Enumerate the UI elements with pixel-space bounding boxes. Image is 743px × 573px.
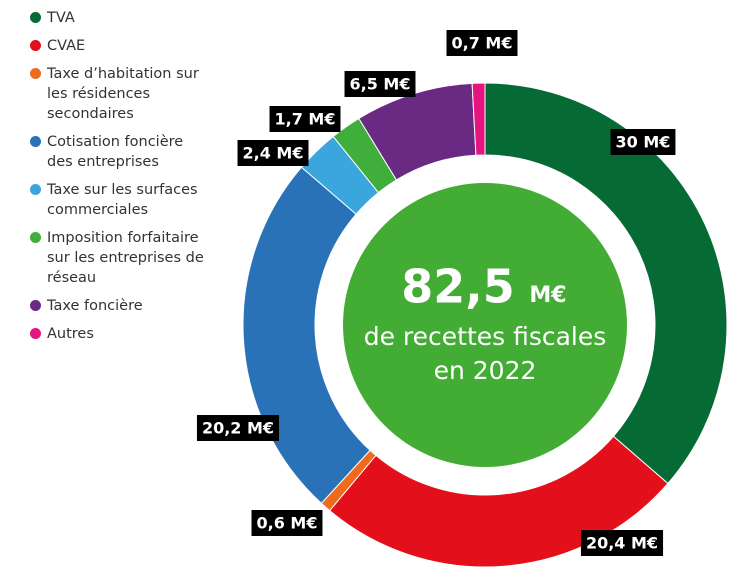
value-label-bg (251, 510, 323, 536)
legend-item: Imposition forfaitaire sur les entrepris… (30, 228, 220, 288)
legend-label: Imposition forfaitaire sur les entrepris… (47, 230, 204, 286)
value-label-bg (196, 415, 280, 441)
center-circle (343, 183, 627, 467)
legend-item: Taxe d’habitation sur les résidences sec… (30, 64, 220, 124)
legend-swatch (30, 232, 41, 243)
value-label-bg (610, 129, 676, 155)
value-label-text: 20,2 M€ (202, 419, 274, 438)
value-label-text: 0,7 M€ (452, 34, 513, 53)
value-label-text: 2,4 M€ (243, 144, 304, 163)
value-label-bg (446, 30, 518, 56)
legend-label: Cotisation foncière des entreprises (47, 134, 184, 170)
value-label: 0,6 M€ (251, 510, 323, 536)
legend-item: Cotisation foncière des entreprises (30, 132, 220, 172)
value-label: 6,5 M€ (344, 71, 416, 97)
value-label-text: 6,5 M€ (350, 75, 411, 94)
center-line: de recettes fiscales (364, 322, 607, 351)
legend-item: Taxe foncière (30, 296, 220, 316)
center-value: 82,5 (401, 260, 515, 314)
value-label-bg (344, 71, 416, 97)
legend: TVA CVAE Taxe d’habitation sur les résiden… (30, 8, 220, 352)
legend-swatch (30, 12, 41, 23)
value-label: 2,4 M€ (237, 140, 309, 166)
value-label-bg (237, 140, 309, 166)
legend-item: TVA (30, 8, 220, 28)
center-unit: M€ (529, 283, 566, 308)
value-label-text: 30 M€ (616, 133, 671, 152)
value-label: 20,2 M€ (196, 415, 280, 441)
value-label: 1,7 M€ (269, 106, 341, 132)
legend-label: Taxe d’habitation sur les résidences sec… (47, 66, 199, 122)
donut-segment (471, 82, 486, 156)
value-label: 30 M€ (610, 129, 676, 155)
value-label: 20,4 M€ (580, 530, 664, 556)
legend-label: CVAE (47, 38, 86, 54)
legend-item: Taxe sur les surfaces commerciales (30, 180, 220, 220)
legend-label: TVA (47, 10, 75, 26)
value-label-bg (580, 530, 664, 556)
value-label-text: 20,4 M€ (586, 534, 658, 553)
legend-item: Autres (30, 324, 220, 344)
legend-label: Taxe foncière (47, 298, 143, 314)
legend-swatch (30, 328, 41, 339)
legend-swatch (30, 68, 41, 79)
legend-swatch (30, 184, 41, 195)
legend-swatch (30, 136, 41, 147)
legend-label: Taxe sur les surfaces commerciales (47, 182, 198, 218)
legend-label: Autres (47, 326, 94, 342)
value-label-text: 1,7 M€ (275, 110, 336, 129)
legend-swatch (30, 40, 41, 51)
legend-item: CVAE (30, 36, 220, 56)
center-line: en 2022 (434, 356, 537, 385)
value-label-text: 0,6 M€ (257, 514, 318, 533)
legend-swatch (30, 300, 41, 311)
value-label-bg (269, 106, 341, 132)
value-label: 0,7 M€ (446, 30, 518, 56)
